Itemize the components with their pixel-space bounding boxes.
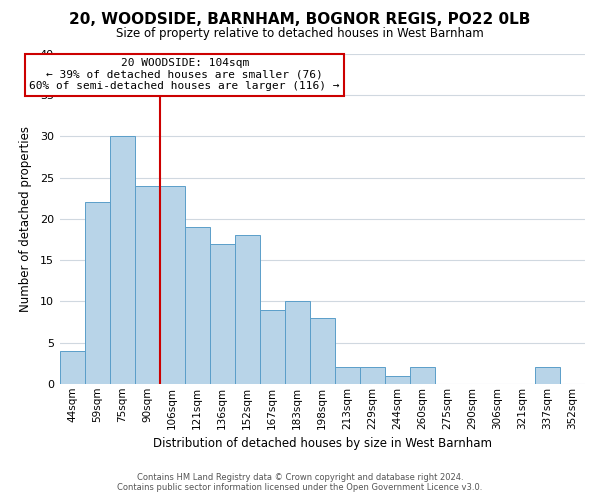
Bar [160,186,185,384]
Bar [535,368,560,384]
Text: Size of property relative to detached houses in West Barnham: Size of property relative to detached ho… [116,28,484,40]
Bar [285,302,310,384]
Bar [185,227,209,384]
Bar [410,368,435,384]
Text: 20 WOODSIDE: 104sqm
← 39% of detached houses are smaller (76)
60% of semi-detach: 20 WOODSIDE: 104sqm ← 39% of detached ho… [29,58,340,92]
Bar [235,236,260,384]
Bar [310,318,335,384]
Bar [335,368,360,384]
Bar [59,351,85,384]
Text: Contains HM Land Registry data © Crown copyright and database right 2024.
Contai: Contains HM Land Registry data © Crown c… [118,473,482,492]
Bar [360,368,385,384]
Bar [85,202,110,384]
Bar [134,186,160,384]
X-axis label: Distribution of detached houses by size in West Barnham: Distribution of detached houses by size … [153,437,492,450]
Text: 20, WOODSIDE, BARNHAM, BOGNOR REGIS, PO22 0LB: 20, WOODSIDE, BARNHAM, BOGNOR REGIS, PO2… [70,12,530,28]
Y-axis label: Number of detached properties: Number of detached properties [19,126,32,312]
Bar [260,310,285,384]
Bar [385,376,410,384]
Bar [110,136,134,384]
Bar [209,244,235,384]
